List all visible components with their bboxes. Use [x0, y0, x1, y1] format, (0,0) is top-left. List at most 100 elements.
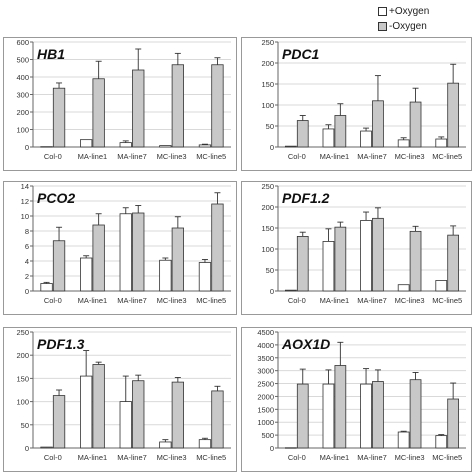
- x-tick-label: MC-line3: [157, 152, 187, 161]
- bar-oxygen-plus: [80, 139, 93, 148]
- x-tick-label: MC-line5: [432, 152, 462, 161]
- bar-oxygen-plus: [360, 383, 372, 449]
- y-tick-label: 100: [16, 126, 29, 135]
- bar-oxygen-minus: [409, 101, 422, 148]
- chart-panel: 0 500 1000 1500 2000 2500 3000 3500 4000 4500 Col-…: [241, 327, 472, 472]
- y-tick-label: 0: [25, 287, 29, 296]
- x-tick-label: MA-line1: [78, 296, 108, 305]
- chart-title: PDC1: [282, 46, 320, 62]
- y-tick-label: 150: [261, 80, 274, 89]
- legend-item-oxygen-plus: +Oxygen: [378, 5, 429, 18]
- bar-oxygen-plus: [119, 213, 132, 292]
- y-tick-label: 600: [16, 38, 29, 47]
- bar-oxygen-plus: [119, 401, 132, 449]
- bar-oxygen-minus: [171, 381, 184, 449]
- x-tick-label: MC-line3: [395, 152, 425, 161]
- bar-oxygen-plus: [159, 441, 172, 449]
- y-tick-label: 200: [261, 203, 274, 212]
- bar-oxygen-minus: [409, 379, 422, 449]
- y-tick-label: 14: [21, 182, 29, 191]
- y-tick-label: 0: [25, 444, 29, 453]
- bar-oxygen-plus: [40, 283, 53, 292]
- x-tick-label: MC-line5: [196, 296, 226, 305]
- y-tick-label: 50: [21, 421, 29, 430]
- y-tick-label: 100: [16, 398, 29, 407]
- y-tick-label: 200: [16, 351, 29, 360]
- bar-oxygen-plus: [397, 139, 410, 148]
- bar-oxygen-plus: [322, 241, 335, 292]
- y-tick-label: 0: [270, 444, 274, 453]
- y-tick-label: 300: [16, 91, 29, 100]
- bar-oxygen-minus: [171, 227, 184, 292]
- y-tick-label: 3000: [257, 367, 274, 376]
- legend-item-oxygen-minus: -Oxygen: [378, 20, 427, 33]
- y-tick-label: 8: [25, 227, 29, 236]
- y-tick-label: 4000: [257, 341, 274, 350]
- x-tick-label: MA-line1: [78, 152, 108, 161]
- x-tick-label: Col-0: [44, 296, 62, 305]
- x-tick-label: MC-line3: [157, 453, 187, 462]
- bar-oxygen-minus: [211, 64, 224, 148]
- bar-oxygen-plus: [198, 144, 212, 148]
- x-tick-label: MC-line3: [395, 296, 425, 305]
- chart-panel: 0 2 4 6 8 10 12 14 Col-0 MA-line1 MA-line7 MC-line3…: [3, 181, 237, 315]
- chart-title: PDF1.3: [37, 336, 85, 352]
- bar-oxygen-minus: [92, 78, 105, 148]
- bar-oxygen-plus: [284, 447, 297, 449]
- y-tick-label: 150: [16, 374, 29, 383]
- chart-legend: +Oxygen -Oxygen: [378, 0, 474, 34]
- y-tick-label: 2500: [257, 380, 274, 389]
- bar-oxygen-plus: [40, 146, 53, 148]
- bar-oxygen-plus: [322, 383, 335, 449]
- y-tick-label: 4: [25, 257, 29, 266]
- bar-oxygen-plus: [80, 375, 93, 449]
- y-tick-label: 6: [25, 242, 29, 251]
- bar-oxygen-plus: [159, 259, 172, 292]
- x-tick-label: MA-line7: [357, 453, 387, 462]
- bar-oxygen-minus: [132, 380, 145, 449]
- x-tick-label: Col-0: [44, 152, 62, 161]
- chart-svg: 0 2 4 6 8 10 12 14 Col-0 MA-line1 MA-line7 MC-line3…: [3, 181, 237, 315]
- y-tick-label: 250: [261, 182, 274, 191]
- panel-frame: [241, 37, 472, 171]
- x-tick-label: MA-line1: [78, 453, 108, 462]
- bar-oxygen-minus: [171, 64, 184, 148]
- bar-oxygen-minus: [211, 203, 224, 292]
- y-tick-label: 50: [266, 122, 274, 131]
- bar-oxygen-plus: [360, 130, 372, 148]
- y-tick-label: 250: [261, 38, 274, 47]
- x-tick-label: Col-0: [288, 152, 306, 161]
- y-tick-label: 250: [16, 328, 29, 337]
- bar-oxygen-plus: [435, 435, 448, 449]
- y-tick-label: 3500: [257, 354, 274, 363]
- legend-label: +Oxygen: [389, 6, 430, 17]
- y-tick-label: 1000: [257, 418, 274, 427]
- bar-oxygen-minus: [52, 87, 66, 148]
- x-tick-label: MA-line1: [320, 152, 350, 161]
- bar-oxygen-minus: [52, 240, 66, 292]
- bar-oxygen-plus: [80, 257, 93, 292]
- bar-oxygen-plus: [159, 145, 172, 148]
- y-tick-label: 50: [266, 266, 274, 275]
- bar-oxygen-minus: [447, 398, 460, 449]
- y-tick-label: 12: [21, 197, 29, 206]
- bar-oxygen-plus: [360, 220, 372, 292]
- chart-svg: 0 50 100 150 200 250 Col-0 MA-line1 MA-line7 MC-l…: [3, 327, 237, 472]
- chart-svg: 0 100 200 300 400 500 600 Col-0 MA-line1 MA-line7…: [3, 37, 237, 171]
- bar-oxygen-minus: [334, 115, 347, 148]
- x-tick-label: MC-line5: [432, 296, 462, 305]
- bar-oxygen-minus: [409, 230, 422, 292]
- bar-oxygen-minus: [296, 236, 309, 292]
- y-tick-label: 500: [261, 431, 274, 440]
- chart-title: PCO2: [37, 190, 75, 206]
- bar-oxygen-plus: [397, 284, 410, 292]
- x-tick-label: MC-line5: [196, 152, 226, 161]
- x-tick-label: MA-line7: [117, 453, 147, 462]
- x-tick-label: Col-0: [288, 296, 306, 305]
- x-tick-label: MA-line1: [320, 296, 350, 305]
- bar-oxygen-plus: [284, 145, 297, 148]
- y-tick-label: 4500: [257, 328, 274, 337]
- legend-swatch-oxygen-minus: [378, 22, 387, 31]
- panel-frame: [241, 327, 472, 472]
- y-tick-label: 200: [261, 59, 274, 68]
